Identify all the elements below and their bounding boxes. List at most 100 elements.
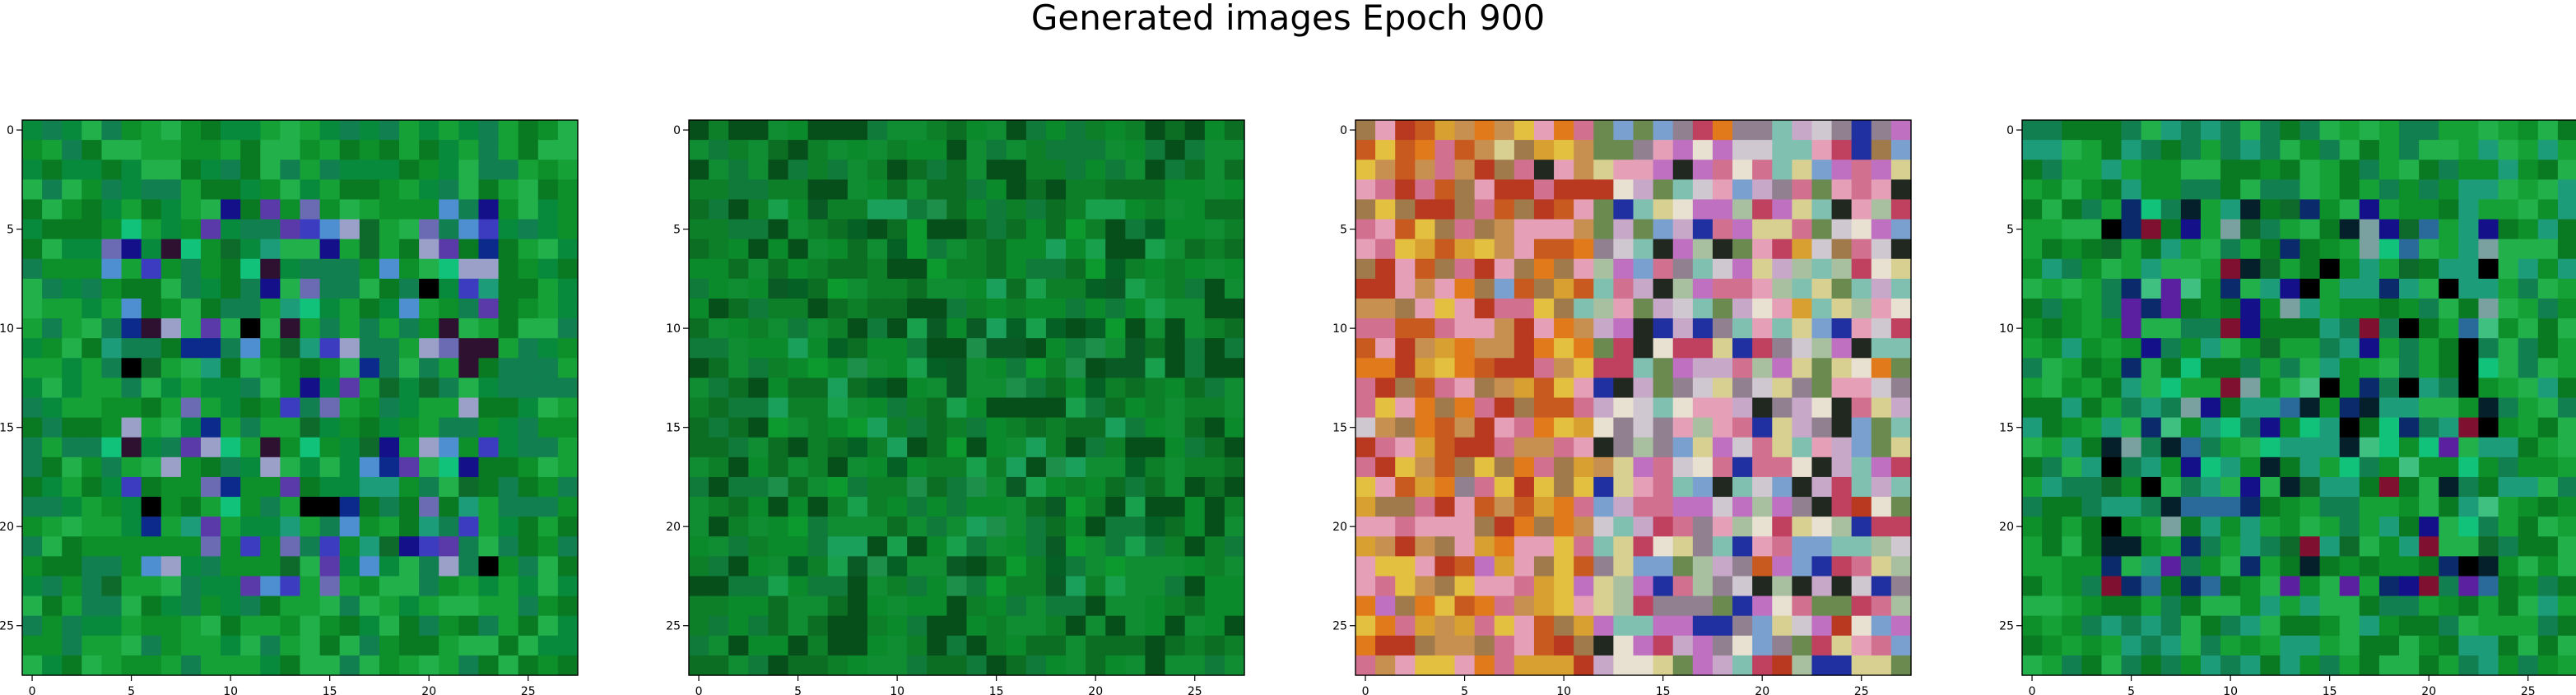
image-pixel xyxy=(2200,476,2221,498)
image-pixel xyxy=(439,358,459,378)
image-pixel xyxy=(557,615,579,637)
image-pixel xyxy=(1006,417,1027,438)
image-pixel xyxy=(1395,338,1416,359)
image-pixel xyxy=(1871,456,1892,478)
image-pixel xyxy=(887,278,908,299)
image-pixel xyxy=(1006,536,1027,557)
image-pixel xyxy=(1375,258,1396,280)
image-pixel xyxy=(160,437,182,458)
image-pixel xyxy=(1752,595,1773,617)
image-pixel xyxy=(2160,378,2182,399)
image-pixel xyxy=(2042,219,2062,240)
image-pixel xyxy=(2042,140,2062,160)
image-pixel xyxy=(1871,298,1892,319)
image-pixel xyxy=(1732,258,1753,280)
image-pixel xyxy=(2081,258,2103,280)
image-pixel xyxy=(2160,278,2182,299)
image-pixel xyxy=(2200,456,2221,478)
image-pixel xyxy=(300,318,321,339)
image-pixel xyxy=(101,576,123,597)
image-pixel xyxy=(300,338,321,359)
image-pixel xyxy=(2299,576,2321,597)
image-pixel xyxy=(1554,397,1574,419)
image-pixel xyxy=(2359,140,2380,160)
image-pixel xyxy=(1811,635,1833,656)
image-pixel xyxy=(2121,219,2142,240)
image-pixel xyxy=(1633,635,1654,656)
image-pixel xyxy=(1514,397,1535,419)
image-pixel xyxy=(1165,219,1186,240)
image-pixel xyxy=(887,219,908,240)
image-pixel xyxy=(728,219,749,240)
image-pixel xyxy=(300,635,321,656)
image-pixel xyxy=(419,417,439,438)
y-tick-label: 25 xyxy=(1332,620,1347,633)
image-pixel xyxy=(1184,556,1206,577)
image-pixel xyxy=(2280,397,2301,419)
image-pixel xyxy=(2260,318,2281,339)
image-pixel xyxy=(2319,456,2341,478)
image-pixel xyxy=(319,635,341,656)
image-pixel xyxy=(986,437,1007,458)
image-pixel xyxy=(399,595,420,617)
image-pixel xyxy=(160,497,182,517)
image-pixel xyxy=(518,120,539,141)
image-pixel xyxy=(887,536,908,557)
image-pixel xyxy=(1772,338,1793,359)
image-pixel xyxy=(121,239,142,260)
image-pixel xyxy=(986,556,1007,577)
image-pixel xyxy=(1574,517,1594,537)
image-pixel xyxy=(1415,595,1436,617)
image-pixel xyxy=(2537,239,2559,260)
image-pixel xyxy=(807,199,829,220)
image-pixel xyxy=(1732,298,1753,319)
image-pixel xyxy=(2478,595,2499,617)
image-pixel xyxy=(42,358,63,378)
image-pixel xyxy=(986,239,1007,260)
image-pixel xyxy=(419,120,439,141)
image-pixel xyxy=(1415,140,1436,160)
image-pixel xyxy=(260,655,281,676)
image-pixel xyxy=(1831,635,1853,656)
image-pixel xyxy=(300,199,321,220)
image-pixel xyxy=(1025,595,1047,617)
image-pixel xyxy=(2557,456,2576,478)
image-pixel xyxy=(379,318,400,339)
image-pixel xyxy=(200,239,221,260)
image-pixel xyxy=(2160,298,2182,319)
image-pixel xyxy=(2240,417,2261,438)
image-pixel xyxy=(160,615,182,637)
image-pixel xyxy=(537,120,559,141)
image-pixel xyxy=(2200,635,2221,656)
image-pixel xyxy=(2160,179,2182,201)
image-pixel xyxy=(847,417,868,438)
image-pixel xyxy=(986,517,1007,537)
image-pixel xyxy=(887,199,908,220)
image-pixel xyxy=(1851,417,1872,438)
image-pixel xyxy=(2478,576,2499,597)
image-pixel xyxy=(827,219,849,240)
image-pixel xyxy=(419,517,439,537)
image-pixel xyxy=(689,635,709,656)
image-pixel xyxy=(2062,517,2082,537)
image-pixel xyxy=(1066,358,1086,378)
image-pixel xyxy=(1086,298,1106,319)
image-pixel xyxy=(2439,497,2459,517)
image-pixel xyxy=(2101,497,2123,517)
image-pixel xyxy=(1772,576,1793,597)
image-pixel xyxy=(946,239,968,260)
image-pixel xyxy=(2399,140,2420,160)
image-pixel xyxy=(1025,160,1047,180)
image-pixel xyxy=(2518,476,2539,498)
image-pixel xyxy=(2062,476,2082,498)
image-pixel xyxy=(557,219,579,240)
image-pixel xyxy=(847,318,868,339)
image-pixel xyxy=(867,179,888,201)
image-pixel xyxy=(240,239,261,260)
image-pixel xyxy=(2299,120,2321,141)
image-pixel xyxy=(927,437,947,458)
image-pixel xyxy=(2478,278,2499,299)
image-pixel xyxy=(1574,417,1594,438)
image-pixel xyxy=(1831,476,1853,498)
image-pixel xyxy=(1145,358,1166,378)
